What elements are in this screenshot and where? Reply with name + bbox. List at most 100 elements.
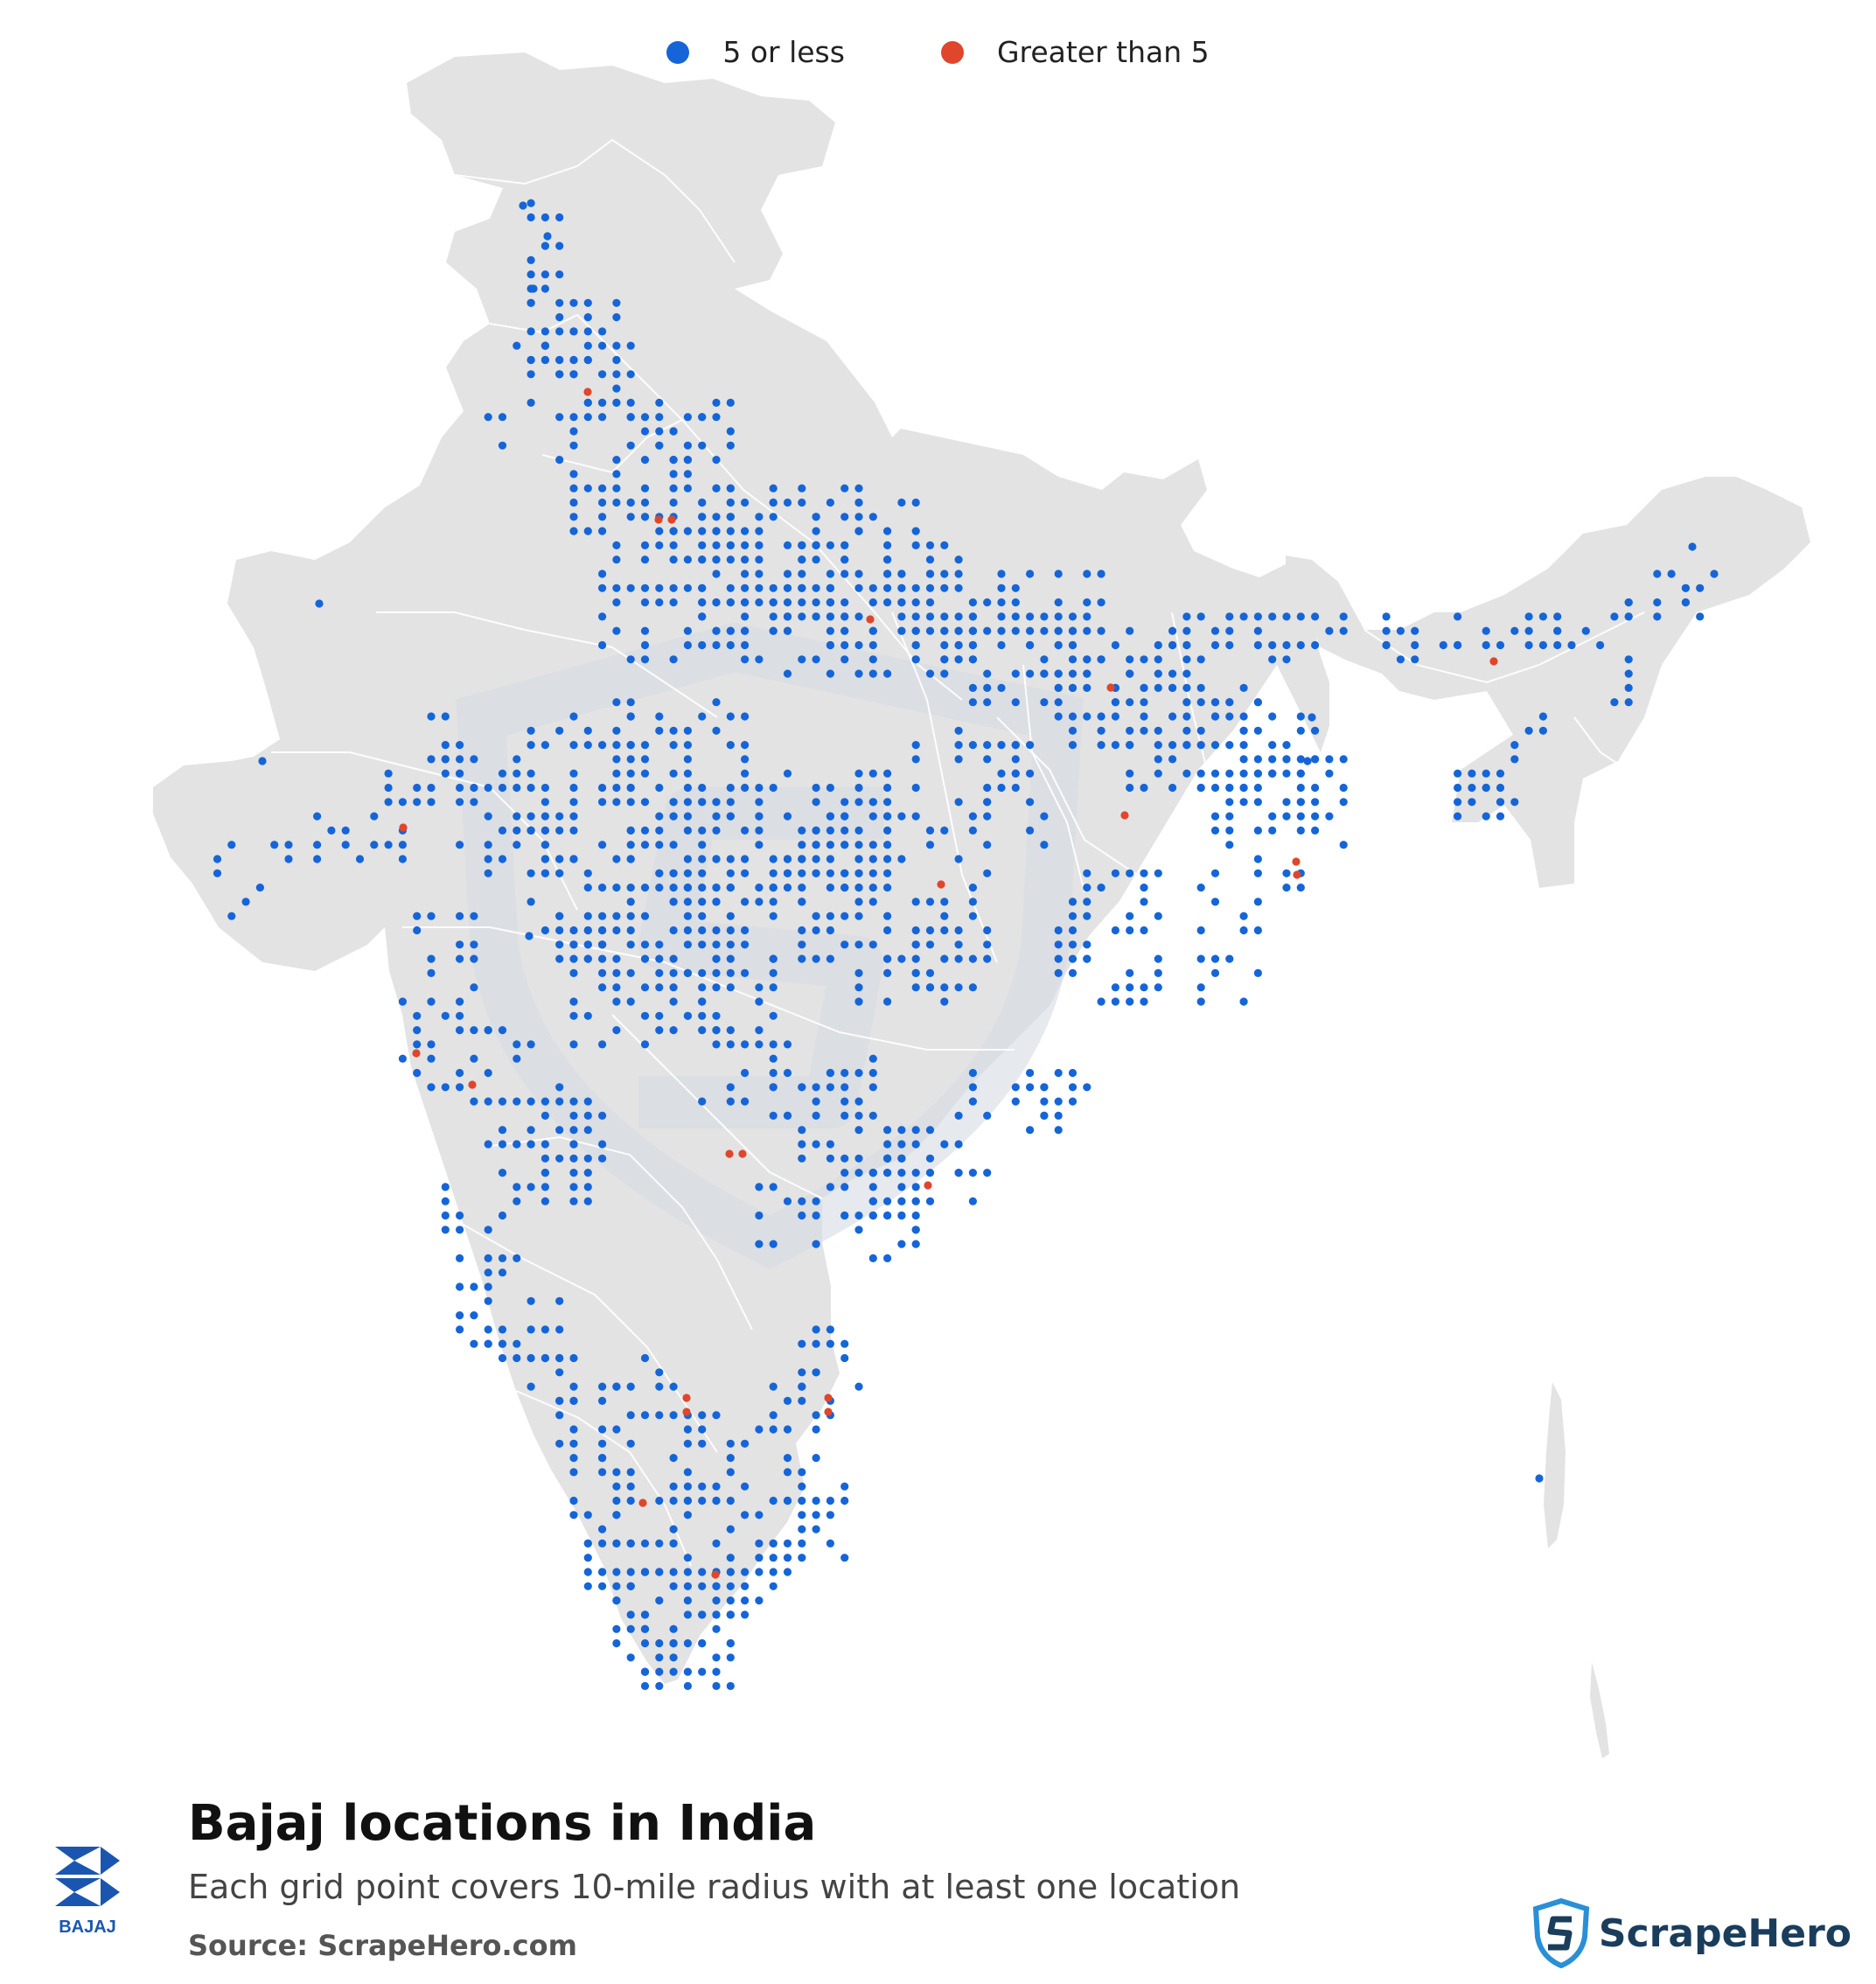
location-dot-low — [669, 798, 678, 807]
location-dot-low — [698, 783, 707, 793]
location-dot-low — [655, 869, 664, 877]
location-dot-low — [741, 769, 750, 778]
location-dot-low — [798, 498, 806, 507]
location-dot-low — [769, 513, 778, 521]
location-dot-low — [484, 1097, 492, 1106]
location-dot-low — [726, 498, 735, 507]
location-dot-low — [683, 640, 693, 650]
location-dot-low — [854, 484, 863, 493]
location-dot-low — [540, 926, 550, 935]
location-dot-low — [798, 1126, 806, 1135]
location-dot-low — [1268, 655, 1277, 664]
location-dot-low — [583, 313, 592, 322]
location-dot-low — [527, 298, 535, 307]
location-dot-low — [1126, 741, 1134, 750]
location-dot-low — [1154, 912, 1162, 920]
location-dot-low — [555, 413, 564, 422]
location-dot-low — [640, 755, 650, 764]
location-dot-low — [812, 612, 820, 621]
location-dot-low — [640, 626, 650, 635]
location-dot-low — [1182, 640, 1191, 650]
location-dot-low — [1296, 826, 1305, 835]
location-dot-low — [698, 555, 707, 564]
location-dot-low — [1454, 769, 1462, 778]
location-dot-low — [854, 513, 863, 521]
location-dot-low — [911, 498, 920, 507]
location-dot-low — [626, 1582, 635, 1590]
location-dot-low — [569, 712, 578, 721]
location-dot-low — [1225, 626, 1234, 635]
location-dot-low — [1026, 669, 1035, 678]
location-dot-low — [1083, 954, 1091, 963]
location-dot-low — [1126, 669, 1134, 678]
location-dot-low — [1396, 655, 1405, 664]
location-dot-low — [968, 626, 977, 635]
location-dot-low — [698, 841, 707, 849]
location-dot-low — [940, 612, 949, 621]
location-dot-low — [427, 1040, 436, 1049]
location-dot-low — [1026, 1068, 1035, 1078]
location-dot-low — [840, 1482, 849, 1491]
location-dot-low — [698, 583, 707, 592]
location-dot-low — [840, 841, 849, 849]
location-dot-low — [1268, 612, 1277, 621]
location-dot-low — [798, 826, 806, 835]
location-dot-low — [769, 1054, 778, 1063]
location-dot-low — [783, 598, 792, 607]
location-dot-low — [883, 884, 892, 892]
location-dot-low — [741, 826, 750, 835]
location-dot-low — [854, 769, 863, 778]
location-dot-low — [384, 769, 393, 778]
location-dot-low — [798, 1482, 806, 1491]
location-dot-low — [669, 1382, 678, 1391]
location-dot-low — [897, 1183, 906, 1191]
location-dot-low — [427, 1054, 436, 1063]
location-dot-low — [655, 954, 664, 963]
location-dot-low — [1083, 1083, 1091, 1092]
location-dot-low — [1097, 884, 1105, 892]
location-dot-low — [1538, 712, 1547, 721]
location-dot-low — [1253, 726, 1262, 735]
location-dot-low — [783, 869, 792, 877]
location-dot-low — [484, 783, 492, 793]
location-dot-low — [1210, 968, 1220, 977]
location-dot-low — [315, 599, 324, 608]
location-dot-low — [626, 1482, 635, 1491]
location-dot-low — [726, 783, 735, 793]
location-dot-low — [640, 841, 650, 849]
location-dot-low — [527, 812, 535, 821]
location-dot-low — [669, 1582, 678, 1590]
location-dot-low — [840, 1554, 849, 1562]
location-dot-low — [1311, 755, 1320, 764]
location-dot-low — [726, 427, 735, 436]
location-dot-low — [712, 884, 721, 892]
location-dot-low — [925, 898, 935, 906]
location-dot-low — [712, 541, 721, 550]
location-dot-low — [755, 527, 764, 535]
location-dot-low — [398, 841, 407, 849]
location-dot-low — [854, 912, 863, 920]
location-dot-low — [626, 1624, 635, 1633]
location-dot-low — [598, 498, 607, 507]
location-dot-low — [583, 1011, 592, 1020]
location-dot-low — [284, 855, 293, 863]
location-dot-low — [1596, 640, 1605, 650]
location-dot-low — [1339, 612, 1348, 621]
location-dot-low — [698, 1568, 707, 1576]
location-dot-low — [1339, 755, 1348, 764]
location-dot-low — [883, 841, 892, 849]
location-dot-low — [527, 355, 535, 365]
location-dot-low — [569, 741, 578, 750]
location-dot-low — [883, 783, 892, 793]
location-dot-low — [726, 1468, 735, 1477]
location-dot-low — [555, 940, 564, 949]
location-dot-low — [812, 798, 820, 807]
location-dot-low — [527, 398, 535, 407]
location-dot-low — [826, 855, 835, 863]
location-dot-low — [741, 569, 750, 578]
location-dot-low — [1054, 926, 1063, 935]
location-dot-low — [897, 612, 906, 621]
location-dot-low — [484, 413, 492, 422]
location-dot-low — [812, 541, 820, 550]
location-dot-low — [868, 855, 877, 863]
